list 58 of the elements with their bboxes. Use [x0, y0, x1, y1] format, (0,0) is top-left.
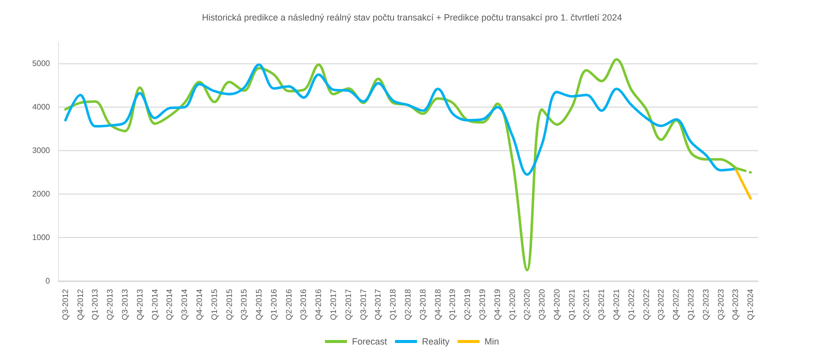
x-tick-label: Q1-2018 [388, 288, 398, 320]
x-tick-label: Q1-2022 [626, 288, 636, 320]
x-tick-label: Q3-2020 [538, 288, 547, 320]
x-tick-label: Q1-2015 [210, 288, 219, 320]
x-tick-label: Q4-2016 [314, 288, 324, 320]
x-tick-label: Q4-2017 [374, 288, 383, 320]
x-tick-label: Q3-2022 [656, 288, 666, 320]
x-tick-label: Q2-2013 [106, 288, 115, 320]
x-tick-label: Q3-2021 [597, 288, 606, 320]
y-tick-label: 4000 [32, 102, 51, 112]
x-tick-label: Q1-2014 [150, 288, 160, 320]
x-tick-label: Q3-2012 [60, 288, 70, 320]
x-tick-label: Q4-2014 [194, 288, 204, 320]
x-tick-label: Q1-2020 [508, 288, 517, 320]
y-tick-label: 1000 [32, 233, 51, 242]
x-tick-label: Q2-2023 [701, 288, 710, 320]
x-tick-label: Q4-2020 [552, 288, 562, 320]
x-tick-label: Q1-2017 [329, 288, 338, 320]
x-tick-label: Q3-2019 [478, 288, 487, 320]
legend-label: Min [484, 336, 500, 346]
x-tick-label: Q3-2018 [418, 288, 428, 320]
y-tick-label: 5000 [32, 59, 51, 68]
x-tick-label: Q1-2019 [448, 288, 458, 320]
y-tick-label: 2000 [32, 190, 51, 199]
x-tick-label: Q2-2017 [344, 288, 353, 320]
x-tick-label: Q3-2015 [240, 288, 249, 320]
x-tick-label: Q4-2018 [433, 288, 442, 320]
x-tick-label: Q2-2022 [642, 288, 651, 320]
x-tick-label: Q2-2020 [522, 288, 532, 320]
x-tick-label: Q2-2015 [224, 288, 234, 320]
x-tick-label: Q4-2012 [76, 288, 85, 320]
x-tick-label: Q4-2021 [612, 288, 622, 320]
x-tick-label: Q1-2023 [686, 288, 696, 320]
x-tick-label: Q3-2023 [716, 288, 726, 320]
x-tick-label: Q4-2015 [254, 288, 264, 320]
legend-label: Forecast [352, 336, 388, 346]
x-tick-label: Q1-2024 [746, 288, 756, 320]
y-tick-label: 0 [46, 276, 51, 286]
x-tick-label: Q4-2022 [672, 288, 681, 320]
x-tick-label: Q4-2019 [492, 288, 502, 320]
x-tick-label: Q2-2021 [582, 288, 592, 320]
x-tick-label: Q3-2013 [120, 288, 130, 320]
x-tick-label: Q3-2014 [180, 288, 190, 320]
line-series [64, 63, 737, 176]
x-tick-label: Q2-2014 [165, 288, 174, 320]
x-tick-label: Q1-2013 [90, 288, 100, 320]
x-tick-label: Q2-2019 [463, 288, 472, 320]
legend-label: Reality [422, 336, 450, 346]
x-tick-label: Q4-2013 [135, 288, 144, 320]
x-tick-label: Q3-2017 [358, 288, 368, 320]
x-tick-label: Q4-2023 [731, 288, 740, 320]
x-tick-label: Q3-2016 [299, 288, 308, 320]
x-tick-label: Q1-2016 [269, 288, 278, 320]
y-tick-label: 3000 [32, 146, 51, 156]
x-tick-label: Q2-2018 [404, 288, 412, 320]
x-tick-label: Q1-2021 [567, 288, 576, 320]
x-tick-label: Q2-2016 [284, 288, 294, 320]
chart-title: Historická predikce a následný reálný stav počtu transakcí + Predikce počtu transakcí pro 1. čtvrtletí 2024 [202, 12, 622, 22]
